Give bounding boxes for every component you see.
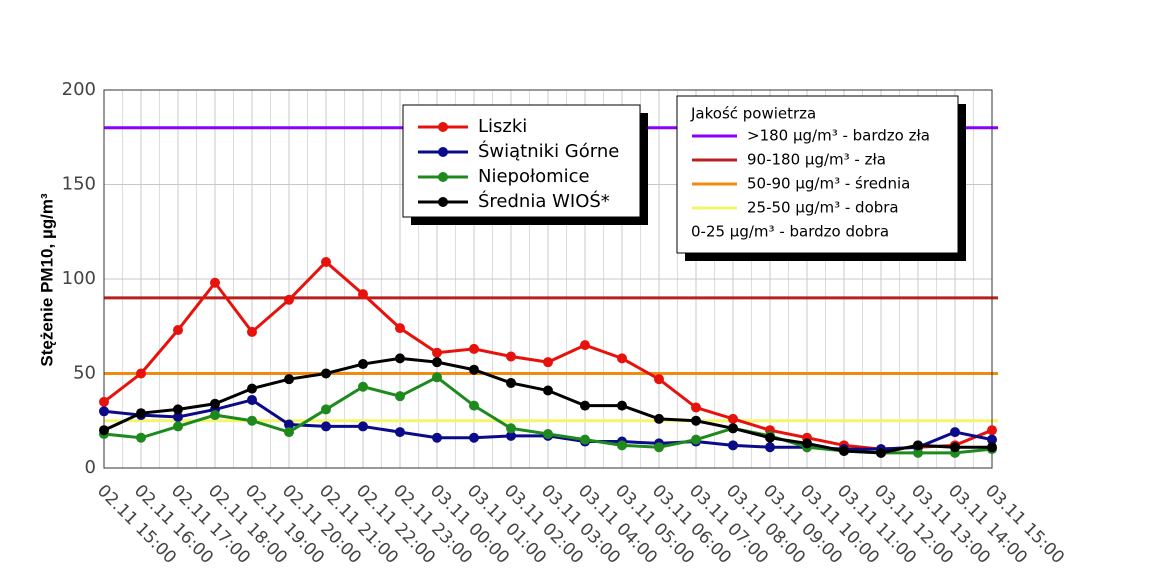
data-point [136,368,146,379]
data-point [728,423,738,434]
data-point [765,442,775,453]
data-point [136,408,146,419]
data-point [950,427,960,438]
data-point [876,447,886,458]
data-point [210,277,220,288]
data-point [691,415,701,426]
plot-frame [103,89,993,469]
data-point [506,351,516,362]
data-point [284,427,294,438]
y-tick-label: 150 [62,174,96,195]
data-point [802,438,812,449]
data-point [432,357,442,368]
data-point [950,442,960,453]
data-point [987,434,997,445]
data-point [654,413,664,424]
data-point [506,430,516,441]
data-point [543,428,553,439]
legend-marker [438,172,448,182]
legend-label: 50-90 µg/m³ - średnia [747,175,910,193]
data-point [765,432,775,443]
data-point [395,391,405,402]
y-tick-label: 50 [73,363,96,384]
data-point [395,323,405,334]
legend-label: Świątniki Górne [478,140,619,162]
data-point [173,325,183,336]
legend-label: Niepołomice [478,166,590,187]
legend-label: 90-180 µg/m³ - zła [747,151,886,169]
legend-marker [438,147,448,157]
data-point [173,421,183,432]
data-point [432,347,442,358]
data-point [691,402,701,413]
data-point [358,359,368,370]
data-point [173,404,183,415]
data-point [247,415,257,426]
data-point [432,372,442,383]
data-point [136,432,146,443]
data-point [247,326,257,337]
legend-label: Liszki [478,116,527,137]
data-point [913,447,923,458]
data-point [506,377,516,388]
y-tick-label: 100 [62,268,96,289]
data-point [173,411,183,422]
y-axis-label: Stężenie PM10, µg/m³ [37,193,56,367]
data-point [210,410,220,421]
data-point [580,400,590,411]
data-point [321,256,331,267]
data-point [432,432,442,443]
data-point [247,394,257,405]
legend-label: Średnia WIOŚ* [478,190,610,212]
data-point [580,340,590,351]
legend-marker [438,197,448,207]
data-point [358,381,368,392]
data-point [395,353,405,364]
y-tick-label: 200 [62,79,96,100]
legend-label: >180 µg/m³ - bardzo zła [747,127,930,145]
legend-marker [438,122,448,132]
data-point [543,385,553,396]
data-point [728,440,738,451]
data-point [728,413,738,424]
data-point [543,357,553,368]
data-point [247,383,257,394]
data-point [617,353,627,364]
data-point [469,364,479,375]
data-point [321,404,331,415]
data-point [617,400,627,411]
data-point [358,421,368,432]
legend-label: 0-25 µg/m³ - bardzo dobra [691,223,889,241]
data-point [691,434,701,445]
data-point [987,425,997,436]
data-point [321,368,331,379]
data-point [987,442,997,453]
data-point [284,419,294,430]
data-point [469,432,479,443]
data-point [654,442,664,453]
legend-title: Jakość powietrza [690,105,816,123]
legend [676,95,959,254]
data-point [99,425,109,436]
data-point [654,374,664,385]
legend-label: 25-50 µg/m³ - dobra [747,199,899,217]
y-tick-label: 0 [85,457,96,478]
data-point [99,406,109,417]
data-point [395,427,405,438]
data-point [210,398,220,409]
data-point [469,343,479,354]
data-point [580,434,590,445]
data-point [284,294,294,305]
data-point [913,440,923,451]
data-point [284,374,294,385]
data-point [321,421,331,432]
data-point [506,423,516,434]
data-point [839,445,849,456]
data-point [469,400,479,411]
data-point [358,289,368,300]
data-point [99,396,109,407]
data-point [617,440,627,451]
